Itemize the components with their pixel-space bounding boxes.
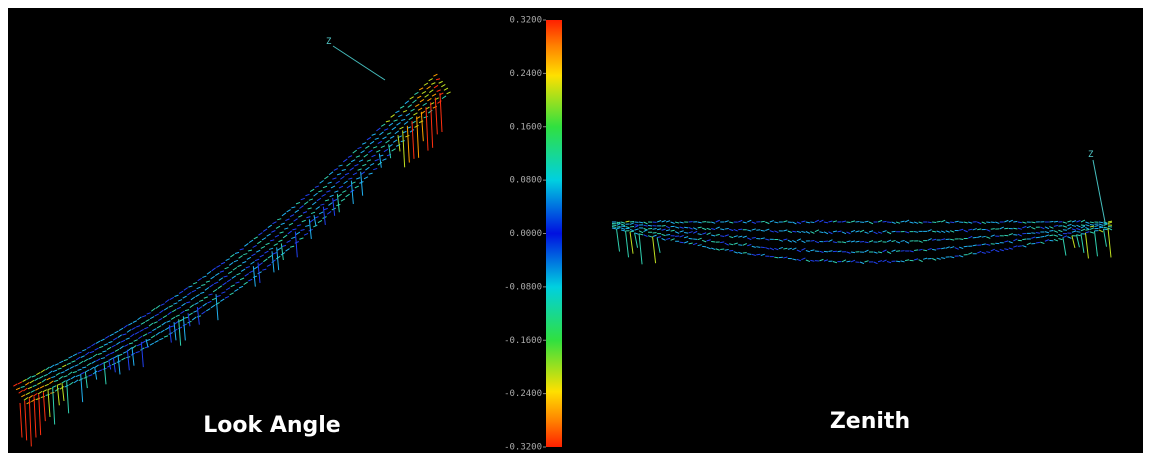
mesh-line [810, 241, 814, 242]
tick-label: -0.1600 [504, 336, 542, 346]
mesh-line [648, 225, 652, 226]
mesh-line [1054, 221, 1058, 222]
mesh-line [1049, 221, 1053, 222]
viewer: Z Z 0.3200 0.2400 0.1600 0.0800 0.0000 -0.080… [0, 0, 1151, 453]
mesh-line [702, 246, 706, 247]
tick-label: 0.0800 [509, 176, 542, 186]
mesh-line [1022, 239, 1026, 240]
mesh-line [1036, 242, 1040, 243]
mesh-line [928, 222, 932, 223]
mesh-line [883, 221, 887, 222]
mesh-line [761, 221, 765, 222]
mesh-line [914, 250, 918, 251]
tick-label: 0.0000 [509, 229, 542, 239]
view-title: Look Angle [203, 413, 340, 438]
mesh-line [662, 225, 666, 226]
mesh-line [896, 251, 900, 252]
mesh-line [1040, 236, 1044, 237]
mesh-line [684, 233, 688, 234]
mesh-line [725, 228, 729, 229]
mesh-line [747, 254, 751, 255]
axis-label: Z [326, 37, 332, 47]
mesh-line [937, 221, 941, 222]
mesh-line [851, 252, 855, 253]
mesh-line [855, 241, 859, 242]
mesh-line [612, 225, 616, 226]
colorbar [546, 20, 562, 447]
mesh-line [810, 222, 814, 223]
mesh-line [950, 222, 954, 223]
mesh-line [923, 250, 927, 251]
mesh-line [1049, 230, 1053, 231]
mesh-line [896, 261, 900, 262]
background [8, 8, 1143, 453]
mesh-line [720, 249, 724, 250]
mesh-line [1036, 237, 1040, 238]
mesh-line [1063, 230, 1067, 231]
mesh-line [752, 237, 756, 238]
mesh-line [630, 221, 634, 222]
mesh-line [1049, 240, 1053, 241]
tick-label: 0.3200 [509, 16, 542, 26]
tick-label: -0.3200 [504, 443, 542, 453]
mesh-line [621, 226, 625, 227]
mesh-line [680, 242, 684, 243]
mesh-line [689, 238, 693, 239]
mesh-line [698, 227, 702, 228]
mesh-line [1013, 228, 1017, 229]
mesh-line [937, 248, 941, 249]
mesh-line [756, 247, 760, 248]
mesh-line [986, 222, 990, 223]
tick-label: -0.2400 [504, 389, 542, 399]
mesh-line [684, 227, 688, 228]
mesh-line [865, 242, 869, 243]
mesh-line [991, 222, 995, 223]
mesh-line [1076, 232, 1080, 233]
mesh-line [1085, 230, 1089, 231]
mesh-line [1013, 221, 1017, 222]
mesh-line [991, 229, 995, 230]
mesh-line [1018, 222, 1022, 223]
axis-label: Z [1088, 150, 1094, 160]
mesh-line [1081, 225, 1085, 226]
view-title: Zenith [830, 409, 910, 434]
mesh-line [932, 249, 936, 250]
mesh-line [756, 254, 760, 255]
mesh-line [1108, 227, 1112, 228]
mesh-line [774, 257, 778, 258]
mesh-line [729, 250, 733, 251]
tick-label: 0.1600 [509, 122, 542, 132]
tick-label: -0.0800 [504, 282, 542, 292]
mesh-line [666, 235, 670, 236]
tick-label: 0.2400 [509, 69, 542, 79]
mesh-line [959, 239, 963, 240]
